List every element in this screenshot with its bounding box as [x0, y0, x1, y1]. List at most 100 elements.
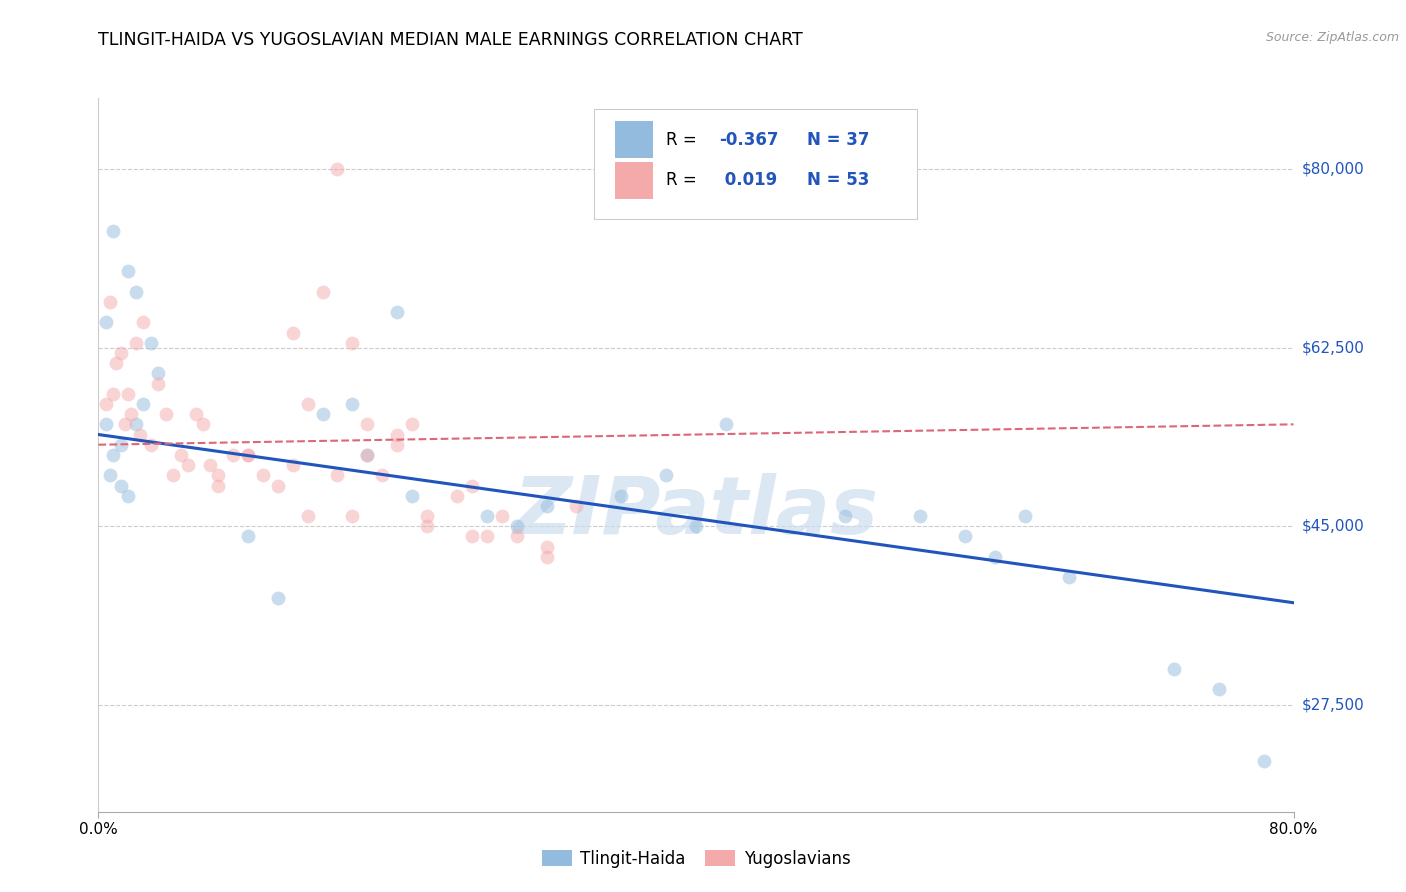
Point [120, 407, 142, 421]
Point [117, 386, 139, 401]
Point [356, 417, 378, 432]
Point [536, 549, 558, 564]
Point [475, 529, 498, 543]
Point [103, 386, 125, 401]
Point [536, 499, 558, 513]
Point [98, 468, 122, 483]
Text: Source: ZipAtlas.com: Source: ZipAtlas.com [1265, 31, 1399, 45]
Point [356, 448, 378, 462]
Point [908, 509, 931, 524]
Point [461, 478, 484, 492]
FancyBboxPatch shape [614, 121, 652, 158]
Point [356, 448, 378, 462]
Point [371, 468, 394, 483]
Point [311, 285, 333, 299]
Text: $27,500: $27,500 [1302, 698, 1365, 712]
Point [342, 335, 364, 350]
Point [162, 468, 184, 483]
Point [714, 417, 737, 432]
Point [565, 499, 588, 513]
Point [416, 519, 439, 533]
Point [129, 427, 152, 442]
Point [105, 356, 128, 370]
Point [953, 529, 976, 543]
Point [385, 305, 409, 319]
Point [236, 448, 259, 462]
Point [200, 458, 222, 472]
Point [103, 448, 125, 462]
Point [148, 376, 170, 391]
Point [385, 427, 409, 442]
Point [1059, 570, 1081, 584]
Point [236, 529, 259, 543]
Point [94, 315, 117, 329]
Point [385, 438, 409, 452]
Point [110, 478, 132, 492]
Point [177, 458, 200, 472]
Point [98, 295, 122, 310]
FancyBboxPatch shape [614, 161, 652, 199]
Point [401, 417, 423, 432]
Point [342, 509, 364, 524]
Text: R =: R = [666, 171, 702, 189]
Point [655, 468, 678, 483]
Text: -0.367: -0.367 [718, 130, 778, 148]
Point [281, 326, 304, 340]
Point [110, 346, 132, 360]
Point [191, 417, 214, 432]
Point [297, 397, 319, 411]
Point [311, 407, 333, 421]
FancyBboxPatch shape [595, 109, 917, 219]
Point [222, 448, 245, 462]
Point [117, 489, 139, 503]
Point [103, 224, 125, 238]
Point [1208, 682, 1230, 697]
Point [125, 417, 148, 432]
Text: ZIPatlas: ZIPatlas [513, 473, 879, 551]
Point [148, 367, 170, 381]
Point [139, 335, 162, 350]
Point [1253, 754, 1275, 768]
Point [125, 285, 148, 299]
Point [297, 509, 319, 524]
Point [461, 529, 484, 543]
Point [236, 448, 259, 462]
Point [94, 417, 117, 432]
Point [1014, 509, 1036, 524]
Point [326, 162, 349, 177]
Point [685, 519, 707, 533]
Point [169, 448, 191, 462]
Point [267, 478, 290, 492]
Text: $62,500: $62,500 [1302, 341, 1365, 355]
Point [834, 509, 856, 524]
Point [207, 478, 229, 492]
Point [132, 315, 155, 329]
Point [267, 591, 290, 605]
Text: $45,000: $45,000 [1302, 519, 1365, 533]
Point [446, 489, 468, 503]
Point [117, 264, 139, 278]
Point [610, 489, 633, 503]
Point [983, 549, 1005, 564]
Point [416, 509, 439, 524]
Point [139, 438, 162, 452]
Point [326, 468, 349, 483]
Text: N = 37: N = 37 [807, 130, 870, 148]
Text: N = 53: N = 53 [807, 171, 869, 189]
Point [125, 335, 148, 350]
Point [207, 468, 229, 483]
Text: R =: R = [666, 130, 702, 148]
Point [342, 397, 364, 411]
Point [281, 458, 304, 472]
Point [536, 540, 558, 554]
Legend: Tlingit-Haida, Yugoslavians: Tlingit-Haida, Yugoslavians [534, 844, 858, 875]
Text: 0.019: 0.019 [718, 171, 778, 189]
Point [155, 407, 177, 421]
Point [184, 407, 207, 421]
Point [94, 397, 117, 411]
Point [110, 438, 132, 452]
Point [401, 489, 423, 503]
Point [132, 397, 155, 411]
Point [252, 468, 274, 483]
Point [114, 417, 136, 432]
